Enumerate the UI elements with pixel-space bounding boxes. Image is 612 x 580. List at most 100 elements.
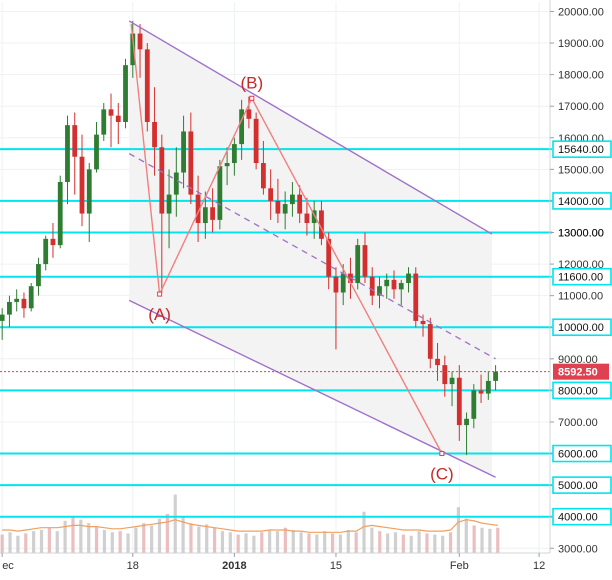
volume-bar [63,520,67,553]
y-tick-label: 13000.00 [558,228,604,240]
y-tick-label: 18000.00 [558,70,604,82]
channel-shade [129,20,492,476]
volume-bar [102,529,107,553]
candle-body [231,144,237,164]
volume-bar [441,535,445,553]
volume-bar [94,526,99,553]
candle-body [406,273,411,284]
volume-bars [0,494,500,553]
level-label-box [552,318,612,337]
wave-label: (B) [240,73,263,92]
volume-bar [299,532,303,553]
level-label: 5000.00 [558,480,598,492]
volume-bar [417,531,421,553]
candle-body [449,377,455,385]
candle-body [268,188,274,201]
candle-body [239,109,245,145]
level-labels: 15640.00 14000.00 13000.00 11600.00 10000.00… [552,140,612,526]
wave-point-marker [157,291,163,297]
volume-bar [354,532,358,553]
wave-path [130,24,443,454]
y-tick-label: 7000.00 [558,417,598,429]
candle-body [246,109,252,119]
volume-bar [323,531,327,553]
volume-bar [448,532,453,553]
volume-bar [252,535,256,553]
volume-bar [456,507,461,553]
candle-body [7,301,12,315]
volume-ma [2,519,498,533]
y-tick-label: 3000.00 [558,543,598,555]
volume-bar [142,523,146,553]
candle-body [319,210,324,239]
volume-bar [228,532,232,553]
volume-bar [275,531,280,553]
volume-bar [32,531,36,553]
candle-body [0,314,5,321]
candle-body [260,163,266,189]
wave-point-marker [249,95,255,101]
level-label: 8000.00 [558,385,598,397]
candle-body [478,390,484,394]
candle-body [493,371,498,381]
volume-bar [110,532,114,553]
candle-body [290,194,295,205]
wave-label: (C) [430,465,454,484]
x-tick-label: 15 [330,560,342,572]
volume-bar [338,534,343,553]
candle-body [391,279,397,290]
candle-body [253,118,259,164]
volume-bar [79,519,83,553]
volume-bar [401,534,405,553]
volume-bar [393,532,398,553]
candle-body [28,286,34,309]
level-label-box [552,267,612,286]
volume-bar [205,524,209,553]
volume-bar [118,531,122,553]
level-label: 6000.00 [558,449,598,461]
y-tick-label: 19000.00 [558,38,604,50]
channel-lower-line [128,299,496,478]
candle-body [456,377,462,426]
y-tick-label: 15000.00 [558,164,604,176]
volume-bar [71,516,75,553]
volume-bar [134,527,138,553]
level-label: 11600.00 [558,272,603,284]
volume-bar [157,518,162,553]
x-tick-label: 18 [127,560,139,572]
channel-upper-line [128,20,493,235]
candle-body [355,245,361,284]
volume-bar [386,533,390,553]
volume-bar [307,533,311,553]
candle-body [413,273,419,321]
x-tick-label: 12 [533,560,545,572]
wave-label: (A) [148,305,171,324]
candle-body [442,365,448,385]
candle-body [464,418,469,426]
candle-body [94,134,99,170]
volume-bar [0,534,4,553]
candle-body [173,172,179,195]
y-tick-label: 20000.00 [558,6,604,18]
volume-bar [260,532,264,553]
candle-body [152,121,157,148]
y-tick-label: 9000.00 [558,354,598,366]
level-label: 4000.00 [558,512,598,524]
x-tick-label: 2018 [222,560,246,572]
volume-bar [464,518,468,553]
volume-bar [24,533,28,553]
volume-bar [189,523,193,553]
channel-midline [128,152,496,360]
volume-ma-line [2,519,498,533]
candle-body [326,238,332,277]
level-label-box [552,381,612,400]
candle-body [282,204,288,214]
level-label-box [552,476,612,494]
candle-body [304,213,310,224]
candle-body [333,276,339,293]
candle-body [166,194,172,214]
candle-body [340,273,346,293]
volume-bar [291,529,295,553]
